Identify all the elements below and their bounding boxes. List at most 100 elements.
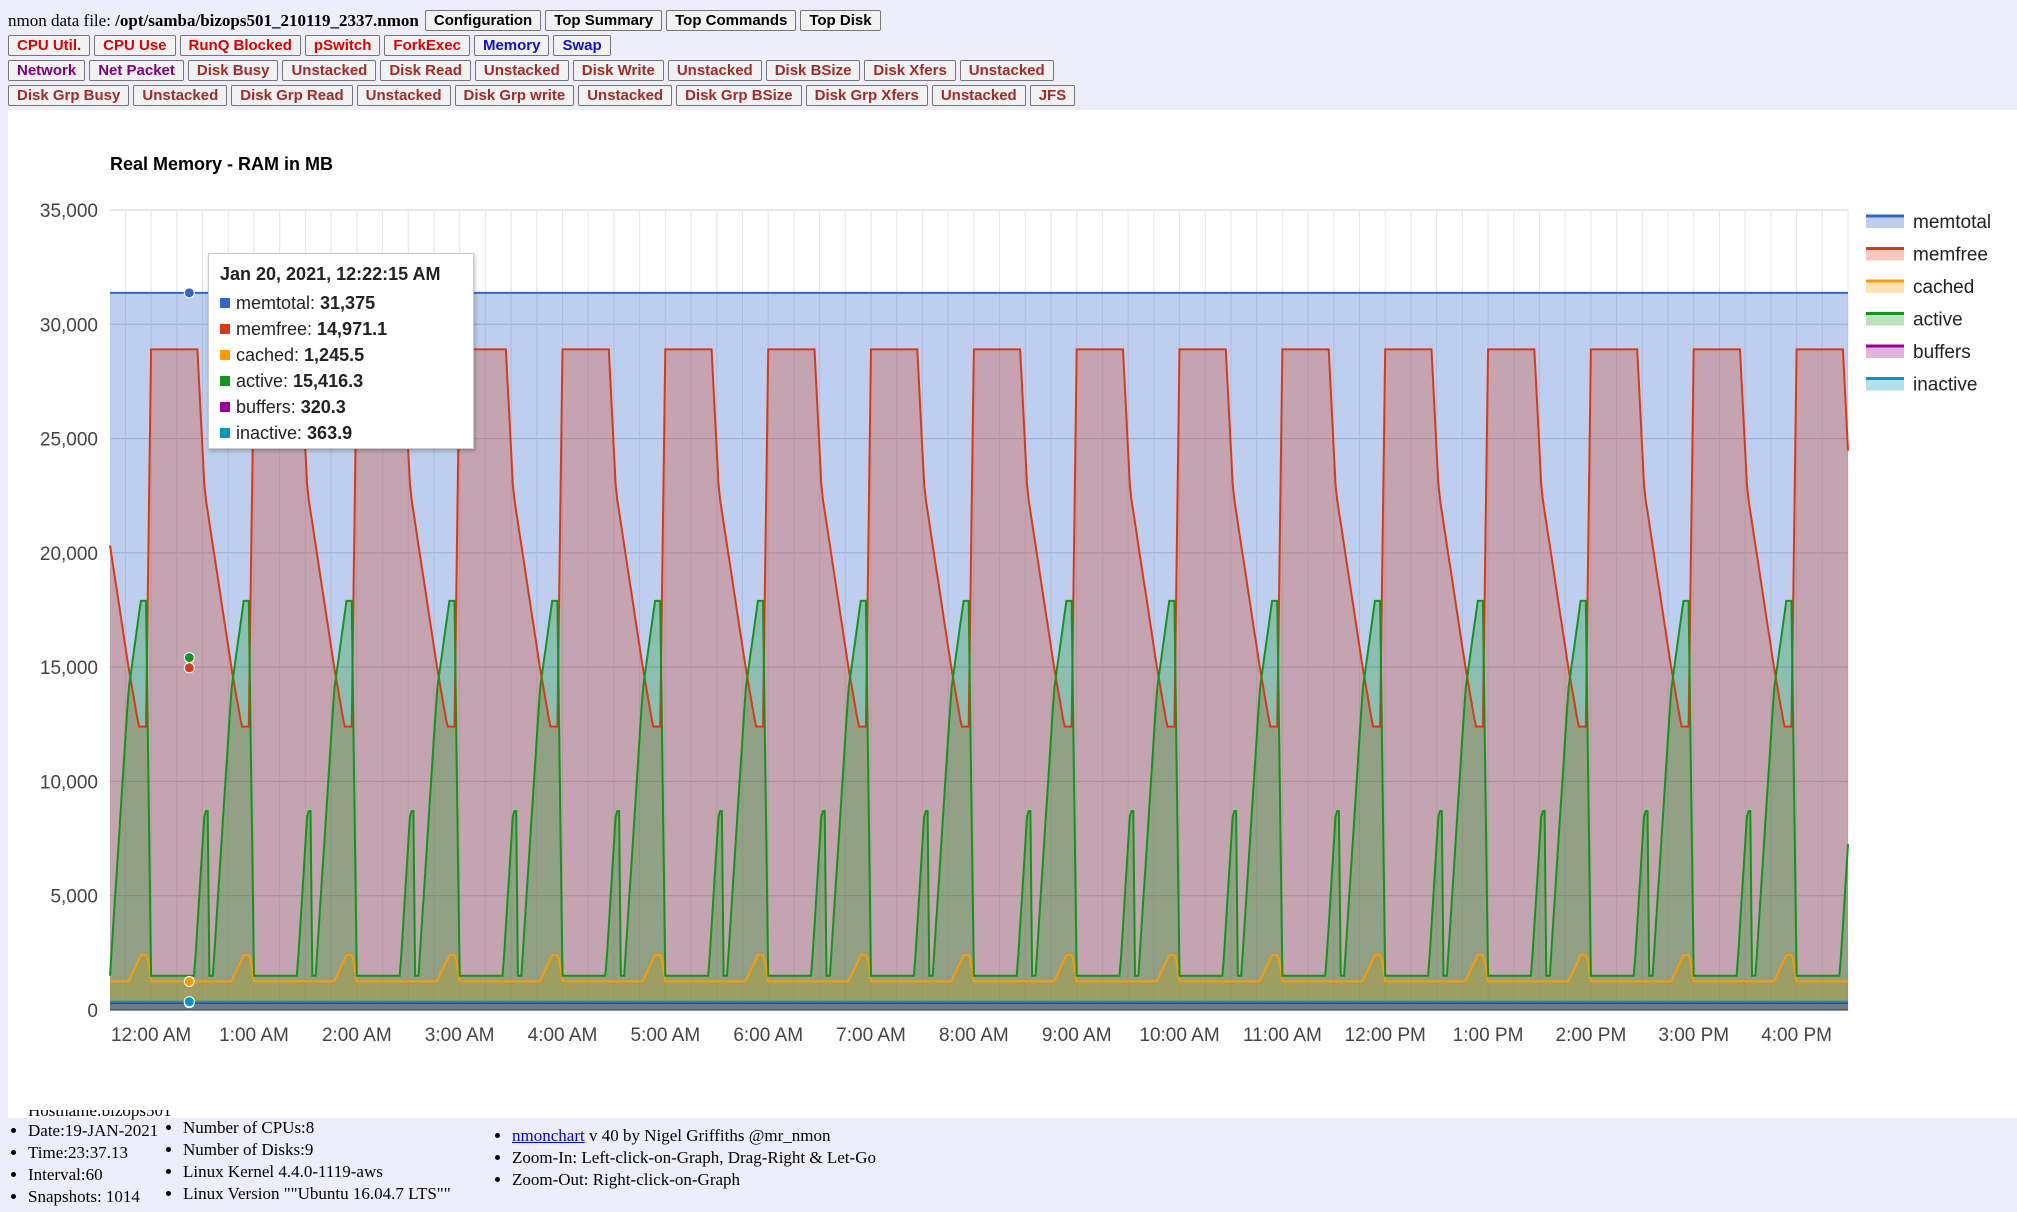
top-disk-button[interactable]: Top Disk [800,10,881,31]
unstacked-button[interactable]: Unstacked [356,85,451,106]
cpu-use-button[interactable]: CPU Use [94,35,176,56]
active-area [110,600,1848,1010]
disk-grp-xfers-button[interactable]: Disk Grp Xfers [805,85,928,106]
info-item: Snapshots: 1014 [28,1186,172,1208]
x-tick-label: 2:00 PM [1556,1025,1627,1046]
memory-button[interactable]: Memory [473,35,550,56]
tooltip-row: active: 15,416.3 [220,368,473,394]
info-item: Zoom-Out: Right-click-on-Graph [512,1169,876,1191]
inactive-hover-point [183,996,195,1008]
info-item: Linux Version ""Ubuntu 16.04.7 LTS"" [183,1183,451,1205]
x-tick-label: 5:00 AM [630,1025,700,1046]
unstacked-button[interactable]: Unstacked [959,60,1054,81]
legend-label-memtotal[interactable]: memtotal [1913,212,1991,233]
unstacked-button[interactable]: Unstacked [282,60,377,81]
memtotal-hover-point [183,287,195,299]
series-swatch [220,324,230,334]
tooltip-title: Jan 20, 2021, 12:22:15 AM [220,264,441,284]
tooltip-row: cached: 1,245.5 [220,342,473,368]
tooltip-value: 363.9 [307,422,353,443]
pswitch-button[interactable]: pSwitch [304,35,381,56]
configuration-button[interactable]: Configuration [424,10,542,31]
nmonchart-info-list: nmonchart v 40 by Nigel Griffiths @mr_nm… [512,1125,876,1191]
memory-chart[interactable]: Real Memory - RAM in MB 0 5,000 10,000 15,0… [8,110,2017,1118]
tooltip-label: buffers: [236,396,296,417]
y-tick-label: 5,000 [50,887,98,908]
active-legend-swatch [1866,313,1904,326]
info-item: Zoom-In: Left-click-on-Graph, Drag-Right… [512,1147,876,1169]
x-tick-label: 4:00 PM [1761,1025,1832,1046]
x-tick-label: 10:00 AM [1139,1025,1219,1046]
y-tick-label: 10,000 [40,772,98,793]
tooltip-value: 31,375 [320,292,376,313]
series-swatch [220,402,230,412]
nmonchart-link[interactable]: nmonchart [512,1126,585,1145]
tooltip-label: memfree: [236,318,313,339]
legend-label-memfree[interactable]: memfree [1913,245,1988,266]
legend-label-cached[interactable]: cached [1913,277,1974,298]
x-tick-label: 3:00 AM [425,1025,495,1046]
net-packet-button[interactable]: Net Packet [89,60,184,81]
unstacked-button[interactable]: Unstacked [931,85,1026,106]
info-item: Number of CPUs:8 [183,1117,451,1139]
info-item: Linux Kernel 4.4.0-1119-aws [183,1161,451,1183]
cpu-util-button[interactable]: CPU Util. [8,35,91,56]
info-item: Number of Disks:9 [183,1139,451,1161]
swap-button[interactable]: Swap [553,35,611,56]
unstacked-button[interactable]: Unstacked [474,60,569,81]
active-line [109,599,1849,977]
series-swatch [220,376,230,386]
legend-label-active[interactable]: active [1913,310,1963,331]
toolbar-row-3: Network Net Packet Disk Busy Unstacked Disk … [8,58,1998,83]
disk-xfers-button[interactable]: Disk Xfers [864,60,956,81]
toolbar-row-1: nmon data file: /opt/samba/bizops501_210… [8,8,1998,33]
x-tick-label: 11:00 AM [1243,1025,1322,1046]
cached-line [110,954,1848,983]
x-tick-label: 4:00 AM [528,1025,598,1046]
top-commands-button[interactable]: Top Commands [666,10,797,31]
memfree-legend-swatch [1866,248,1904,261]
disk-busy-button[interactable]: Disk Busy [187,60,279,81]
header-toolbar: nmon data file: /opt/samba/bizops501_210… [8,8,1998,108]
memtotal-area [110,292,1848,1010]
tooltip-label: cached: [236,344,300,365]
runq-blocked-button[interactable]: RunQ Blocked [179,35,301,56]
memtotal-legend-swatch [1866,216,1904,228]
disk-read-button[interactable]: Disk Read [380,60,471,81]
y-tick-label: 15,000 [40,658,98,679]
series-swatch [220,298,230,308]
tooltip-label: active: [236,370,289,391]
y-tick-label: 35,000 [40,201,98,222]
x-tick-label: 7:00 AM [836,1025,906,1046]
info-item: Interval:60 [28,1164,172,1186]
y-tick-label: 30,000 [40,315,98,336]
info-item: Date:19-JAN-2021 [28,1120,172,1142]
disk-grp-write-button[interactable]: Disk Grp write [454,85,575,106]
tooltip-row: buffers: 320.3 [220,394,473,420]
chart-panel[interactable]: Real Memory - RAM in MB 0 5,000 10,000 15,0… [8,110,2017,1118]
disk-bsize-button[interactable]: Disk BSize [765,60,861,81]
series-swatch [220,428,230,438]
disk-grp-bsize-button[interactable]: Disk Grp BSize [676,85,802,106]
disk-grp-read-button[interactable]: Disk Grp Read [231,85,353,106]
jfs-button[interactable]: JFS [1029,85,1076,106]
unstacked-button[interactable]: Unstacked [133,85,228,106]
unstacked-button[interactable]: Unstacked [578,85,673,106]
legend-label-inactive[interactable]: inactive [1913,375,1977,396]
disk-write-button[interactable]: Disk Write [572,60,664,81]
forkexec-button[interactable]: ForkExec [384,35,470,56]
info-item: Hostname:bizops501 [28,1110,172,1120]
disk-grp-busy-button[interactable]: Disk Grp Busy [8,85,130,106]
y-tick-label: 20,000 [40,544,98,565]
x-tick-label: 3:00 PM [1658,1025,1729,1046]
top-summary-button[interactable]: Top Summary [545,10,663,31]
buffers-legend-swatch [1866,346,1904,358]
tooltip-row: inactive: 363.9 [220,420,473,446]
unstacked-button[interactable]: Unstacked [667,60,762,81]
x-tick-label: 1:00 AM [219,1025,289,1046]
x-tick-label: 1:00 PM [1453,1025,1524,1046]
series-swatch [220,350,230,360]
network-button[interactable]: Network [8,60,86,81]
legend-label-buffers[interactable]: buffers [1913,342,1971,363]
footer-info: Hostname:bizops501Date:19-JAN-2021Time:2… [0,1110,2017,1212]
